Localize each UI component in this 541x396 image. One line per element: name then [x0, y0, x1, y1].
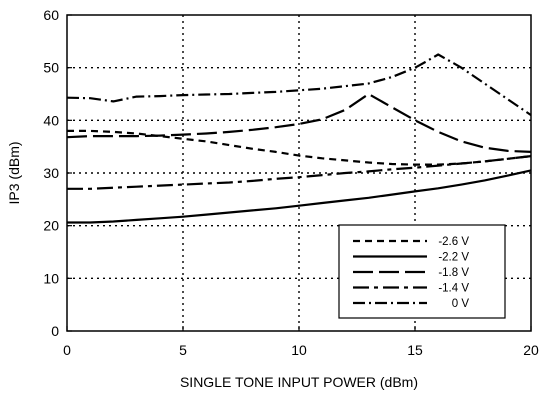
grid [67, 15, 531, 331]
x-tick-label: 15 [407, 342, 423, 358]
y-axis-title: IP3 (dBm) [6, 141, 22, 204]
y-tick-label: 50 [43, 60, 59, 76]
x-tick-label: 10 [291, 342, 307, 358]
series-line-4 [67, 155, 532, 190]
legend-label-5: 0 V [452, 298, 470, 310]
y-tick-label: 40 [43, 112, 59, 128]
legend-items: -2.6 V -2.2 V -1.8 V -1.4 V 0 V [353, 236, 469, 310]
y-tick-label: 60 [43, 7, 59, 23]
tick-labels: 0 5 10 15 20 0 10 20 30 40 50 60 [43, 7, 539, 358]
x-tick-label: 5 [179, 342, 187, 358]
y-tick-label: 20 [43, 218, 59, 234]
series-line-2 [67, 169, 532, 224]
legend-label-1: -2.6 V [438, 236, 469, 248]
y-tick-label: 0 [51, 323, 59, 339]
legend-label-2: -2.2 V [438, 252, 469, 264]
y-tick-label: 30 [43, 165, 59, 181]
x-axis-title: SINGLE TONE INPUT POWER (dBm) [180, 374, 418, 390]
legend-label-3: -1.8 V [438, 267, 469, 279]
series-line-5 [66, 53, 532, 117]
x-tick-label: 0 [63, 342, 71, 358]
series-layer [66, 53, 532, 224]
legend-label-4: -1.4 V [438, 283, 469, 295]
y-tick-label: 10 [43, 270, 59, 286]
series-line-3 [66, 92, 532, 153]
ticks [66, 14, 532, 332]
series-line-1 [67, 129, 532, 166]
legend: -2.6 V -2.2 V -1.8 V -1.4 V 0 V [338, 224, 506, 319]
x-tick-label: 20 [523, 342, 539, 358]
